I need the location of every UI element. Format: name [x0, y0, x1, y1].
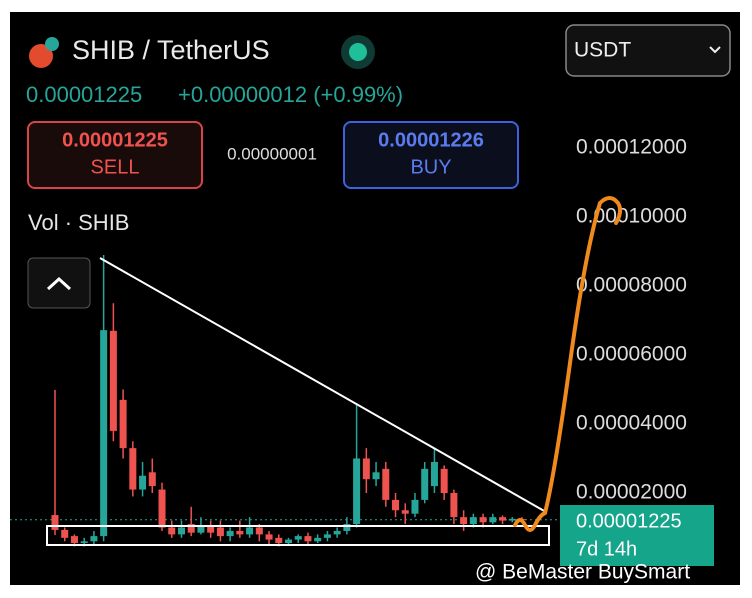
candle-body — [139, 475, 147, 490]
candle-body — [197, 525, 205, 533]
candle-body — [207, 525, 215, 533]
candle-body — [469, 517, 477, 525]
candle-body — [392, 499, 400, 511]
price-change: +0.00000012 (+0.99%) — [178, 82, 403, 107]
last-price: 0.00001225 — [26, 82, 142, 107]
candle-body — [168, 527, 176, 535]
y-tick-label: 0.00012000 — [576, 136, 687, 159]
buy-button[interactable] — [343, 121, 519, 189]
candle-body — [372, 472, 380, 480]
collapse-button[interactable] — [27, 257, 91, 309]
candle-body — [294, 536, 302, 540]
watermark: @ BeMaster BuySmart — [475, 561, 690, 584]
candle-body — [333, 530, 341, 535]
candle-body — [421, 468, 429, 500]
candle-body — [80, 541, 88, 544]
sell-button[interactable] — [27, 121, 203, 189]
candle-body — [479, 517, 487, 523]
candle-body — [255, 527, 263, 535]
candle-body — [236, 530, 244, 535]
plot-area: 0.00002000 0.00004000 0.00006000 0.00008000… — [10, 136, 687, 547]
pair-title: SHIB / TetherUS — [72, 35, 270, 65]
y-tick-label: 0.00002000 — [576, 481, 687, 504]
countdown: 7d 14h — [576, 538, 637, 560]
candle-body — [129, 448, 137, 490]
candle-body — [314, 537, 322, 542]
buy-label: BUY — [410, 156, 451, 178]
y-tick-label: 0.00008000 — [576, 274, 687, 297]
candle-body — [430, 461, 438, 487]
candle-body — [90, 536, 98, 542]
candle-body — [119, 399, 127, 449]
candle-body — [187, 524, 195, 533]
candle-body — [285, 539, 292, 544]
quote-select-label: USDT — [574, 39, 631, 62]
y-tick-label: 0.00004000 — [576, 412, 687, 435]
candle-body — [489, 517, 497, 523]
candle-body — [265, 534, 273, 540]
candle-body — [440, 468, 448, 493]
candle-body — [508, 518, 516, 521]
sell-label: SELL — [91, 156, 140, 178]
quote-select[interactable] — [565, 24, 731, 77]
y-tick-label: 0.00006000 — [576, 343, 687, 366]
candle-body — [353, 458, 361, 525]
coin-badge — [45, 37, 59, 51]
dropdown-arrow — [709, 46, 721, 54]
collapse-icon — [46, 276, 72, 291]
price-tag-value: 0.00001225 — [576, 510, 682, 532]
candle-body — [411, 499, 419, 514]
candle-body — [304, 536, 312, 542]
buy-price: 0.00001226 — [378, 129, 484, 151]
chart-title: Vol · SHIB — [28, 210, 129, 235]
candle-body — [109, 330, 117, 431]
candle-body — [460, 517, 468, 525]
candle-body — [158, 489, 166, 528]
candle-body — [177, 527, 185, 535]
coin-icon — [29, 44, 53, 68]
candle-body — [499, 517, 507, 521]
projection-curve — [513, 196, 623, 532]
status-dot — [349, 43, 367, 61]
candle-body — [401, 510, 409, 514]
candle-body — [51, 515, 59, 530]
sell-price: 0.00001225 — [62, 129, 168, 151]
candle-body — [382, 468, 390, 500]
candle-body — [148, 472, 156, 487]
candle-body — [246, 527, 254, 535]
candle-body — [216, 527, 224, 537]
candle-body — [70, 536, 78, 544]
spread: 0.00000001 — [227, 144, 317, 163]
support-box — [46, 525, 550, 546]
candle-body — [450, 492, 458, 518]
trend-line — [99, 257, 547, 513]
candle-body — [362, 458, 370, 480]
candle-body — [61, 529, 69, 538]
candle-body — [226, 530, 234, 537]
candle-body — [100, 330, 108, 537]
price-tag — [560, 505, 714, 566]
candle-body — [275, 537, 283, 544]
y-tick-label: 0.00010000 — [576, 205, 687, 228]
candle-body — [343, 524, 351, 531]
candle-body — [323, 534, 331, 538]
